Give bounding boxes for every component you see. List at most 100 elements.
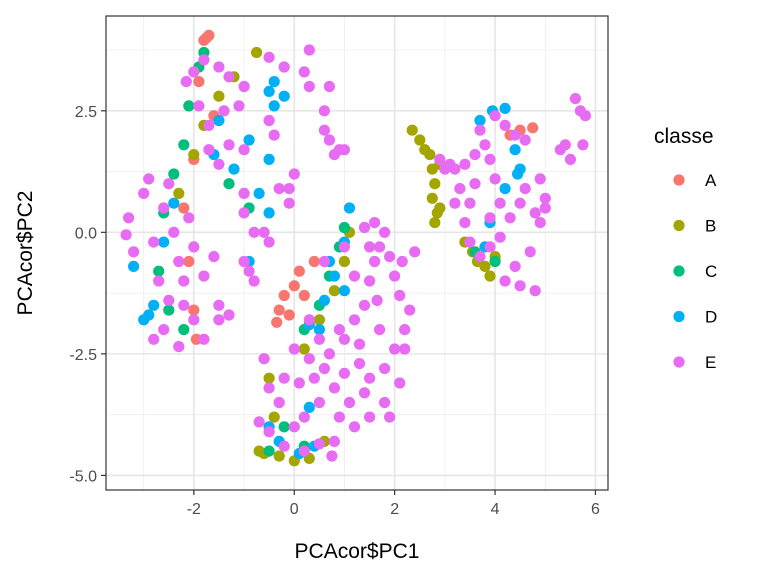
data-point-E	[253, 416, 265, 428]
data-point-E	[348, 421, 361, 433]
data-point-A	[271, 316, 283, 328]
data-point-E	[288, 343, 300, 355]
data-point-E	[223, 309, 235, 321]
data-point-D	[474, 114, 486, 127]
data-point-E	[223, 71, 235, 83]
data-point-B	[263, 372, 275, 384]
data-point-D	[499, 102, 511, 114]
data-point-D	[318, 294, 330, 306]
data-point-E	[529, 207, 541, 219]
data-point-E	[559, 139, 571, 151]
data-point-E	[333, 411, 345, 423]
minor-gridlines	[106, 16, 608, 490]
data-point-C	[168, 168, 180, 180]
y-axis-title: PCAcor$PC2	[14, 191, 37, 316]
data-point-E	[326, 450, 338, 462]
data-point-E	[313, 333, 325, 345]
data-point-E	[263, 236, 275, 248]
data-point-A	[183, 255, 195, 268]
data-point-E	[394, 289, 406, 302]
data-point-E	[499, 119, 511, 131]
data-point-D	[509, 144, 521, 156]
x-tick-label: -2	[187, 501, 201, 518]
data-point-E	[163, 294, 175, 306]
data-point-D	[228, 163, 240, 175]
data-point-D	[138, 314, 150, 326]
data-point-E	[494, 231, 506, 243]
data-point-E	[198, 270, 210, 282]
data-point-D	[253, 187, 265, 199]
data-point-E	[384, 251, 396, 263]
data-point-E	[318, 255, 330, 268]
data-point-E	[374, 324, 386, 336]
data-point-E	[143, 173, 155, 185]
data-point-E	[323, 80, 335, 93]
data-point-E	[449, 197, 461, 209]
data-point-B	[298, 343, 310, 355]
data-point-E	[188, 314, 200, 326]
data-point-E	[494, 197, 506, 209]
data-point-E	[358, 387, 371, 399]
data-point-E	[163, 178, 175, 190]
data-point-E	[263, 426, 275, 438]
data-point-E	[338, 333, 350, 345]
data-point-B	[268, 411, 280, 423]
legend-label-D: D	[705, 308, 717, 327]
x-tick-label: 4	[491, 501, 500, 518]
data-point-E	[338, 241, 350, 253]
data-point-E	[328, 382, 340, 394]
data-point-C	[223, 178, 235, 190]
data-point-E	[564, 153, 577, 165]
data-point-A	[527, 122, 539, 134]
legend-key-E	[673, 356, 685, 368]
data-point-E	[399, 343, 411, 355]
y-tick-label: 0.0	[75, 225, 97, 242]
x-axis-ticks: -2 0 2 4 6	[187, 490, 600, 518]
data-point-E	[303, 80, 315, 93]
data-point-E	[248, 275, 260, 287]
data-point-D	[328, 270, 340, 282]
legend-label-C: C	[705, 262, 717, 281]
data-point-E	[489, 110, 501, 122]
data-point-D	[343, 202, 356, 214]
data-point-D	[268, 100, 280, 112]
data-point-E	[288, 421, 300, 433]
data-point-C	[278, 421, 290, 433]
data-point-A	[193, 76, 205, 88]
data-point-B	[313, 314, 325, 326]
data-point-E	[364, 275, 376, 287]
data-point-E	[233, 100, 245, 112]
data-point-B	[484, 270, 496, 282]
data-point-E	[534, 217, 546, 229]
x-tick-label: 6	[591, 501, 600, 518]
data-point-E	[223, 139, 235, 151]
data-point-E	[203, 144, 215, 156]
data-point-E	[278, 440, 290, 452]
data-point-E	[469, 149, 481, 161]
y-tick-label: -5.0	[69, 468, 97, 485]
data-point-E	[389, 343, 401, 355]
data-point-E	[514, 197, 526, 209]
data-point-E	[404, 304, 416, 316]
data-point-E	[484, 241, 496, 253]
data-point-E	[323, 348, 335, 360]
data-point-E	[303, 314, 315, 326]
data-point-E	[313, 396, 325, 409]
data-point-E	[474, 251, 486, 263]
x-axis-title: PCAcor$PC1	[295, 540, 420, 563]
data-point-E	[396, 255, 408, 268]
legend-key-D	[673, 310, 685, 323]
data-point-E	[434, 153, 446, 165]
data-point-A	[288, 280, 300, 292]
data-point-E	[188, 66, 200, 78]
data-point-B	[328, 285, 340, 297]
data-point-E	[384, 411, 396, 423]
data-point-B	[434, 202, 446, 214]
data-point-E	[464, 236, 476, 248]
data-point-E	[374, 241, 386, 253]
data-point-C	[338, 221, 350, 234]
data-point-E	[454, 183, 466, 195]
data-point-D	[278, 90, 290, 102]
data-point-E	[208, 251, 220, 263]
data-point-E	[188, 241, 200, 253]
